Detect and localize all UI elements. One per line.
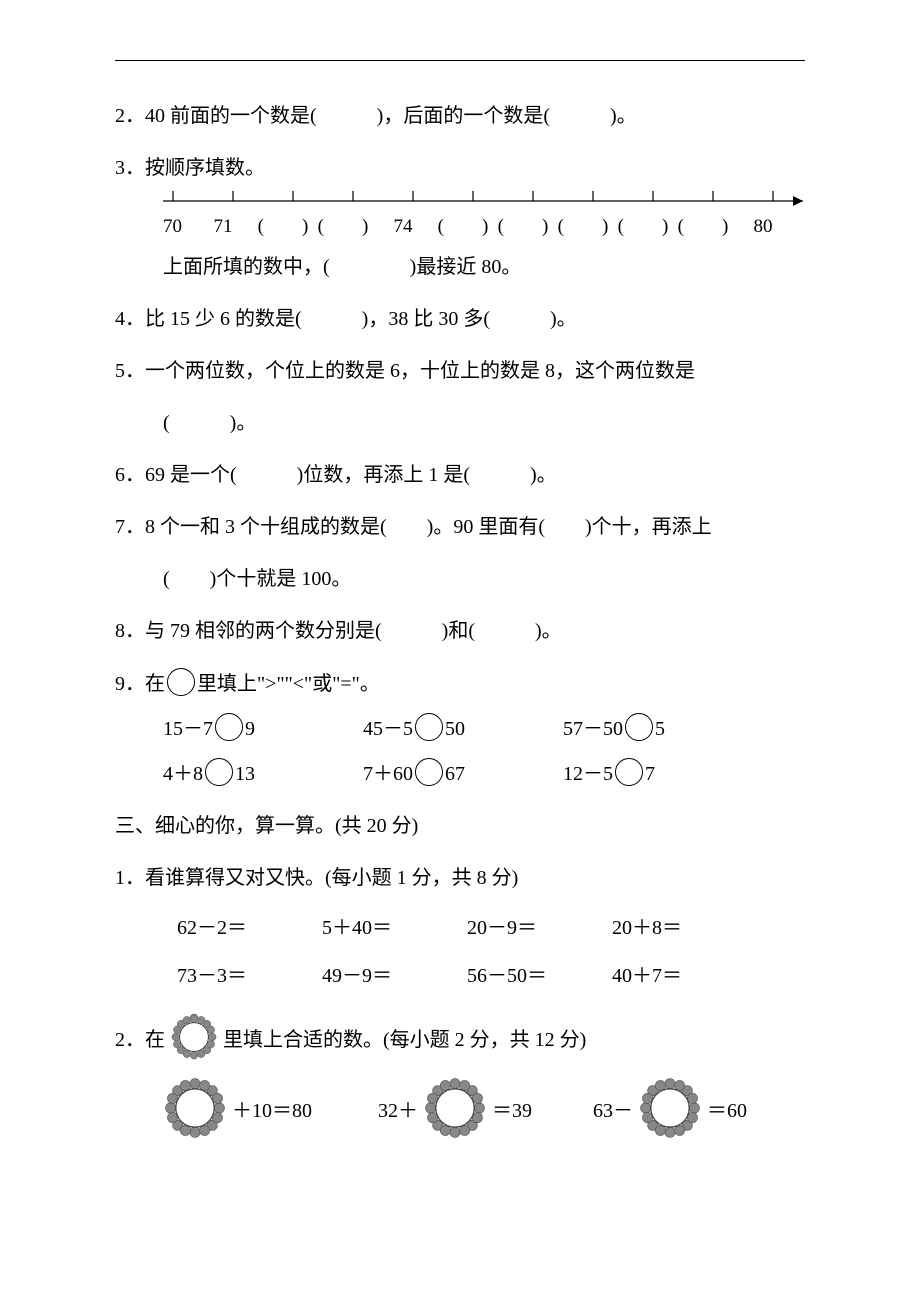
q8-num: 8．: [115, 620, 145, 642]
q8: 8．与 79 相邻的两个数分别是( )和( )。: [115, 616, 805, 646]
circle-icon: [205, 758, 233, 786]
q6-text: 69 是一个( )位数，再添上 1 是( )。: [145, 464, 557, 486]
s3q2-num: 2．: [115, 1029, 145, 1051]
s3q1: 1．看谁算得又对又快。(每小题 1 分，共 8 分) 62－2＝ 5＋40＝ 2…: [115, 863, 805, 991]
fl3: 63－: [593, 1076, 803, 1149]
circle-icon: [415, 713, 443, 741]
tick-4: 74: [373, 213, 433, 242]
q9-r2c3: 12－57: [563, 758, 758, 789]
tick-3: ( ): [313, 213, 373, 242]
tick-10: 80: [733, 213, 793, 242]
q5: 5．一个两位数，个位上的数是 6，十位上的数是 8，这个两位数是 ( )。: [115, 356, 805, 438]
q9-row2: 4＋813 7＋6067 12－57: [115, 758, 805, 789]
circle-icon: [615, 758, 643, 786]
q5-cont: ( )。: [115, 408, 805, 438]
fl2: 32＋: [378, 1076, 588, 1149]
q5-num: 5．: [115, 360, 145, 382]
q7-cont: ( )个十就是 100。: [115, 564, 805, 594]
circle-icon: [415, 758, 443, 786]
q2-text: 40 前面的一个数是( )，后面的一个数是( )。: [145, 105, 637, 127]
c1: 62－2＝: [177, 913, 317, 943]
s3q1-title: 看谁算得又对又快。(每小题 1 分，共 8 分): [145, 867, 518, 889]
q9-r2c2: 7＋6067: [363, 758, 558, 789]
c3: 20－9＝: [467, 913, 607, 943]
top-rule: [115, 60, 805, 61]
q3-num: 3．: [115, 157, 145, 179]
q9-ta: 在: [145, 673, 165, 695]
flower-icon: [163, 1076, 227, 1149]
q6: 6．69 是一个( )位数，再添上 1 是( )。: [115, 460, 805, 490]
tick-2: ( ): [253, 213, 313, 242]
flower-icon: [423, 1076, 487, 1149]
s3q2-ta: 在: [145, 1029, 165, 1051]
q3-tail: 上面所填的数中，( )最接近 80。: [115, 252, 805, 282]
tick-8: ( ): [613, 213, 673, 242]
q9-r1c1: 15－79: [163, 713, 358, 744]
q9: 9．在 里填上">""<"或"="。 15－79 45－550 57－505 4＋…: [115, 668, 805, 789]
q9-tb: 里填上">""<"或"="。: [197, 673, 380, 695]
q8-text: 与 79 相邻的两个数分别是( )和( )。: [145, 620, 562, 642]
s3q2-row: ＋10＝80 32＋: [115, 1076, 805, 1149]
q7: 7．8 个一和 3 个十组成的数是( )。90 里面有( )个十，再添上 ( )…: [115, 512, 805, 594]
number-line-labels: 70 71 ( ) ( ) 74 ( ) ( ) ( ) ( ) ( ) 80: [163, 213, 805, 242]
q7-text: 8 个一和 3 个十组成的数是( )。90 里面有( )个十，再添上: [145, 516, 712, 538]
s3q2: 2．在: [115, 1013, 805, 1149]
c7: 56－50＝: [467, 961, 607, 991]
q9-num: 9．: [115, 673, 145, 695]
flower-icon: [170, 1013, 218, 1070]
c5: 73－3＝: [177, 961, 317, 991]
s3q1-row2: 73－3＝ 49－9＝ 56－50＝ 40＋7＝: [115, 961, 805, 991]
circle-icon: [215, 713, 243, 741]
c4: 20＋8＝: [612, 913, 752, 943]
q2: 2．40 前面的一个数是( )，后面的一个数是( )。: [115, 101, 805, 131]
tick-9: ( ): [673, 213, 733, 242]
flower-icon: [638, 1076, 702, 1149]
q7-num: 7．: [115, 516, 145, 538]
q6-num: 6．: [115, 464, 145, 486]
tick-0: 70: [163, 213, 193, 242]
q3: 3．按顺序填数。 70 71 ( ) ( ): [115, 153, 805, 282]
q3-title: 按顺序填数。: [145, 157, 265, 179]
q9-r1c2: 45－550: [363, 713, 558, 744]
circle-icon: [625, 713, 653, 741]
number-line: 70 71 ( ) ( ) 74 ( ) ( ) ( ) ( ) ( ) 80: [163, 189, 805, 242]
c8: 40＋7＝: [612, 961, 752, 991]
q9-r2c1: 4＋813: [163, 758, 358, 789]
q9-r1c3: 57－505: [563, 713, 758, 744]
tick-1: 71: [193, 213, 253, 242]
q4-text: 比 15 少 6 的数是( )，38 比 30 多( )。: [145, 308, 577, 330]
s3q1-row1: 62－2＝ 5＋40＝ 20－9＝ 20＋8＝: [115, 913, 805, 943]
q5-text: 一个两位数，个位上的数是 6，十位上的数是 8，这个两位数是: [145, 360, 695, 382]
circle-icon: [167, 668, 195, 696]
q2-num: 2．: [115, 105, 145, 127]
q4: 4．比 15 少 6 的数是( )，38 比 30 多( )。: [115, 304, 805, 334]
tick-6: ( ): [493, 213, 553, 242]
s3q1-num: 1．: [115, 867, 145, 889]
tick-5: ( ): [433, 213, 493, 242]
q4-num: 4．: [115, 308, 145, 330]
fl1: ＋10＝80: [163, 1076, 373, 1149]
section3-title: 三、细心的你，算一算。(共 20 分): [115, 811, 805, 841]
c6: 49－9＝: [322, 961, 462, 991]
tick-7: ( ): [553, 213, 613, 242]
number-line-svg: [163, 189, 813, 211]
q9-row1: 15－79 45－550 57－505: [115, 713, 805, 744]
c2: 5＋40＝: [322, 913, 462, 943]
s3q2-tb: 里填上合适的数。(每小题 2 分，共 12 分): [223, 1029, 586, 1051]
